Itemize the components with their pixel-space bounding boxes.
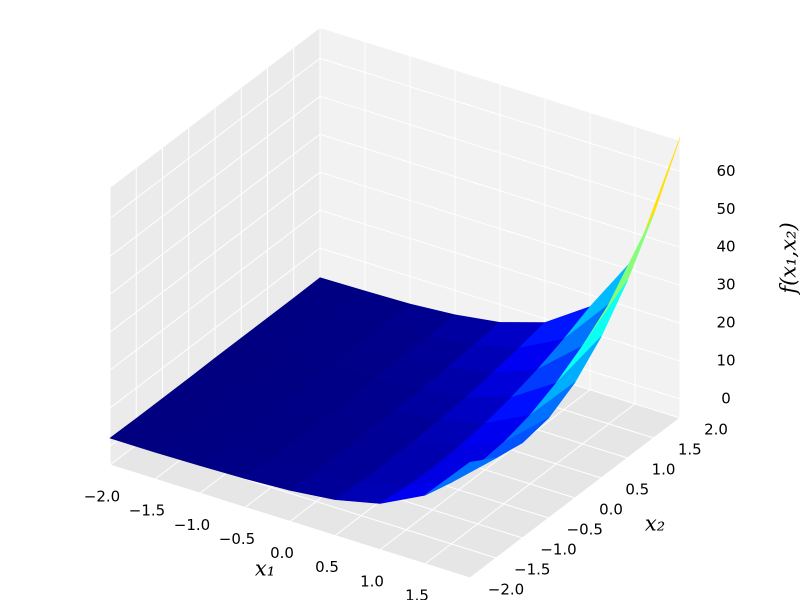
grid-line [109,209,321,371]
y-axis-label: x₂ [645,512,665,536]
x-axis-label: x₁ [255,557,275,581]
z-axis-label: f(x₁,x₂) [777,222,800,295]
grid-line [319,171,681,286]
z-tick-label: 0 [721,390,731,408]
z-tick-label: 10 [716,352,735,370]
x-tick-label: −1.0 [174,516,210,534]
grid-line [109,133,321,295]
y-tick-label: −0.5 [567,521,603,539]
y-tick-label: 0.5 [625,481,649,499]
y-tick-label: 2.0 [704,421,728,439]
grid-line [319,133,681,248]
y-tick-label: −1.5 [514,561,550,579]
x-tick-label: 1.5 [405,586,429,600]
x-tick-label: −1.5 [129,502,165,520]
grid-line [109,171,321,333]
grid-line [319,209,681,324]
y-tick-label: 0.0 [599,501,623,519]
z-tick-label: 60 [716,162,735,180]
surface-patch [424,457,497,496]
y-tick-label: −2.0 [488,581,524,599]
x-tick-label: −2.0 [84,488,120,506]
y-tick-label: −1.0 [540,541,576,559]
z-tick-label: 30 [716,276,735,294]
z-tick-label: 40 [716,238,735,256]
x-tick-label: 0.0 [270,544,294,562]
grid-line [319,95,681,210]
grid-line [319,57,681,172]
grid-line [319,247,681,362]
grid-line [109,95,321,257]
z-tick-label: 50 [716,200,735,218]
grid-line [109,247,321,409]
x-tick-label: 1.0 [360,572,384,590]
grid-line [109,57,321,219]
y-tick-label: 1.5 [678,441,702,459]
z-tick-label: 20 [716,314,735,332]
x-tick-label: 0.5 [315,558,339,576]
y-tick-label: 1.0 [652,461,676,479]
grid-line [109,464,471,579]
x-tick-label: −0.5 [219,530,255,548]
